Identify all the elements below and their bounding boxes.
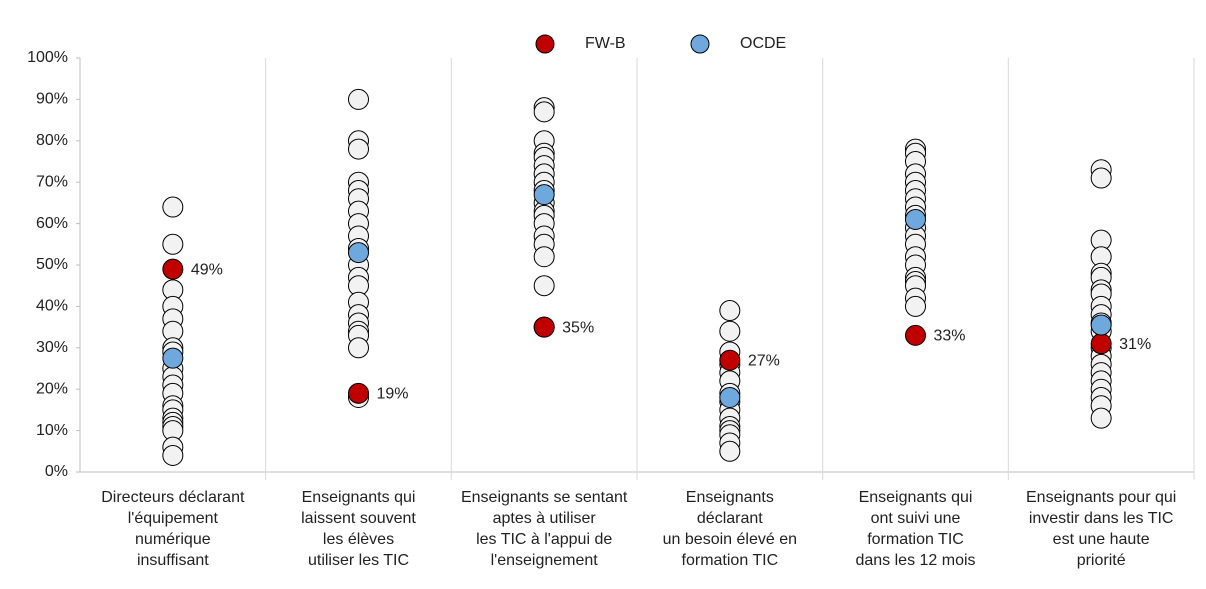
x-tick-label: les TIC à l'appui de <box>476 531 612 548</box>
country-dot <box>533 246 555 268</box>
country-dot <box>348 88 369 110</box>
country-dot <box>533 101 555 123</box>
x-tick-label: formation TIC <box>867 531 964 548</box>
y-tick-label: 70% <box>36 173 68 190</box>
y-tick-label: 0% <box>45 463 68 480</box>
country-dot <box>348 138 369 160</box>
y-tick-label: 50% <box>36 256 68 273</box>
country-dot <box>1090 407 1112 429</box>
x-tick-label: ont suivi une <box>871 510 961 527</box>
country-dot <box>162 444 184 466</box>
data-label: 31% <box>1119 336 1151 353</box>
series-dot <box>162 258 184 280</box>
x-tick-label: les élèves <box>323 531 394 548</box>
country-dot <box>719 300 741 322</box>
x-tick-label: l'équipement <box>128 510 219 527</box>
data-label: 33% <box>934 328 966 345</box>
legend-marker <box>690 34 710 54</box>
x-tick-label: utiliser les TIC <box>308 552 409 569</box>
y-tick-label: 40% <box>36 298 68 315</box>
x-tick-label: un besoin élevé en <box>663 531 797 548</box>
y-tick-label: 20% <box>36 380 68 397</box>
series-dot <box>348 242 369 264</box>
x-tick-label: Enseignants pour qui <box>1026 489 1176 506</box>
x-tick-label: Enseignants se sentant <box>461 489 628 506</box>
country-dot <box>719 320 741 342</box>
legend-label: FW-B <box>585 35 626 52</box>
x-tick-label: aptes à utiliser <box>493 510 597 527</box>
country-dot <box>719 440 741 462</box>
x-tick-label: l'enseignement <box>491 552 599 569</box>
data-label: 27% <box>748 352 780 369</box>
x-tick-label: formation TIC <box>682 552 779 569</box>
series-dot <box>162 347 184 369</box>
legend-label: OCDE <box>740 35 786 52</box>
country-dot <box>533 275 555 297</box>
series-dot <box>719 386 741 408</box>
data-label: 49% <box>191 261 223 278</box>
country-dot <box>348 337 369 359</box>
x-tick-label: est une haute <box>1053 531 1150 548</box>
x-tick-label: priorité <box>1077 552 1126 569</box>
country-dot <box>162 196 184 218</box>
series-dot <box>905 324 926 346</box>
x-tick-label: dans les 12 mois <box>855 552 975 569</box>
series-dot <box>1090 314 1112 336</box>
y-tick-label: 90% <box>36 91 68 108</box>
x-tick-label: laissent souvent <box>301 510 416 527</box>
series-dot <box>905 208 926 230</box>
data-label: 19% <box>377 386 409 403</box>
x-tick-label: Enseignants <box>686 489 774 506</box>
y-tick-label: 100% <box>27 49 68 66</box>
x-tick-label: Directeurs déclarant <box>101 489 245 506</box>
y-tick-label: 10% <box>36 422 68 439</box>
country-dot <box>905 295 926 317</box>
data-label: 35% <box>562 319 594 336</box>
series-dot <box>1090 333 1112 355</box>
legend-marker <box>535 34 555 54</box>
y-tick-label: 60% <box>36 215 68 232</box>
x-tick-label: investir dans les TIC <box>1029 510 1174 527</box>
country-dot <box>1090 167 1112 189</box>
series-dot <box>719 349 741 371</box>
y-tick-label: 80% <box>36 132 68 149</box>
x-tick-label: déclarant <box>697 510 763 527</box>
x-tick-label: Enseignants qui <box>302 489 416 506</box>
y-tick-label: 30% <box>36 339 68 356</box>
x-tick-label: numérique <box>135 531 211 548</box>
series-dot <box>348 382 369 404</box>
country-dot <box>162 233 184 255</box>
series-dot <box>533 184 555 206</box>
x-tick-label: insuffisant <box>137 552 209 569</box>
series-dot <box>533 316 555 338</box>
x-tick-label: Enseignants qui <box>859 489 973 506</box>
